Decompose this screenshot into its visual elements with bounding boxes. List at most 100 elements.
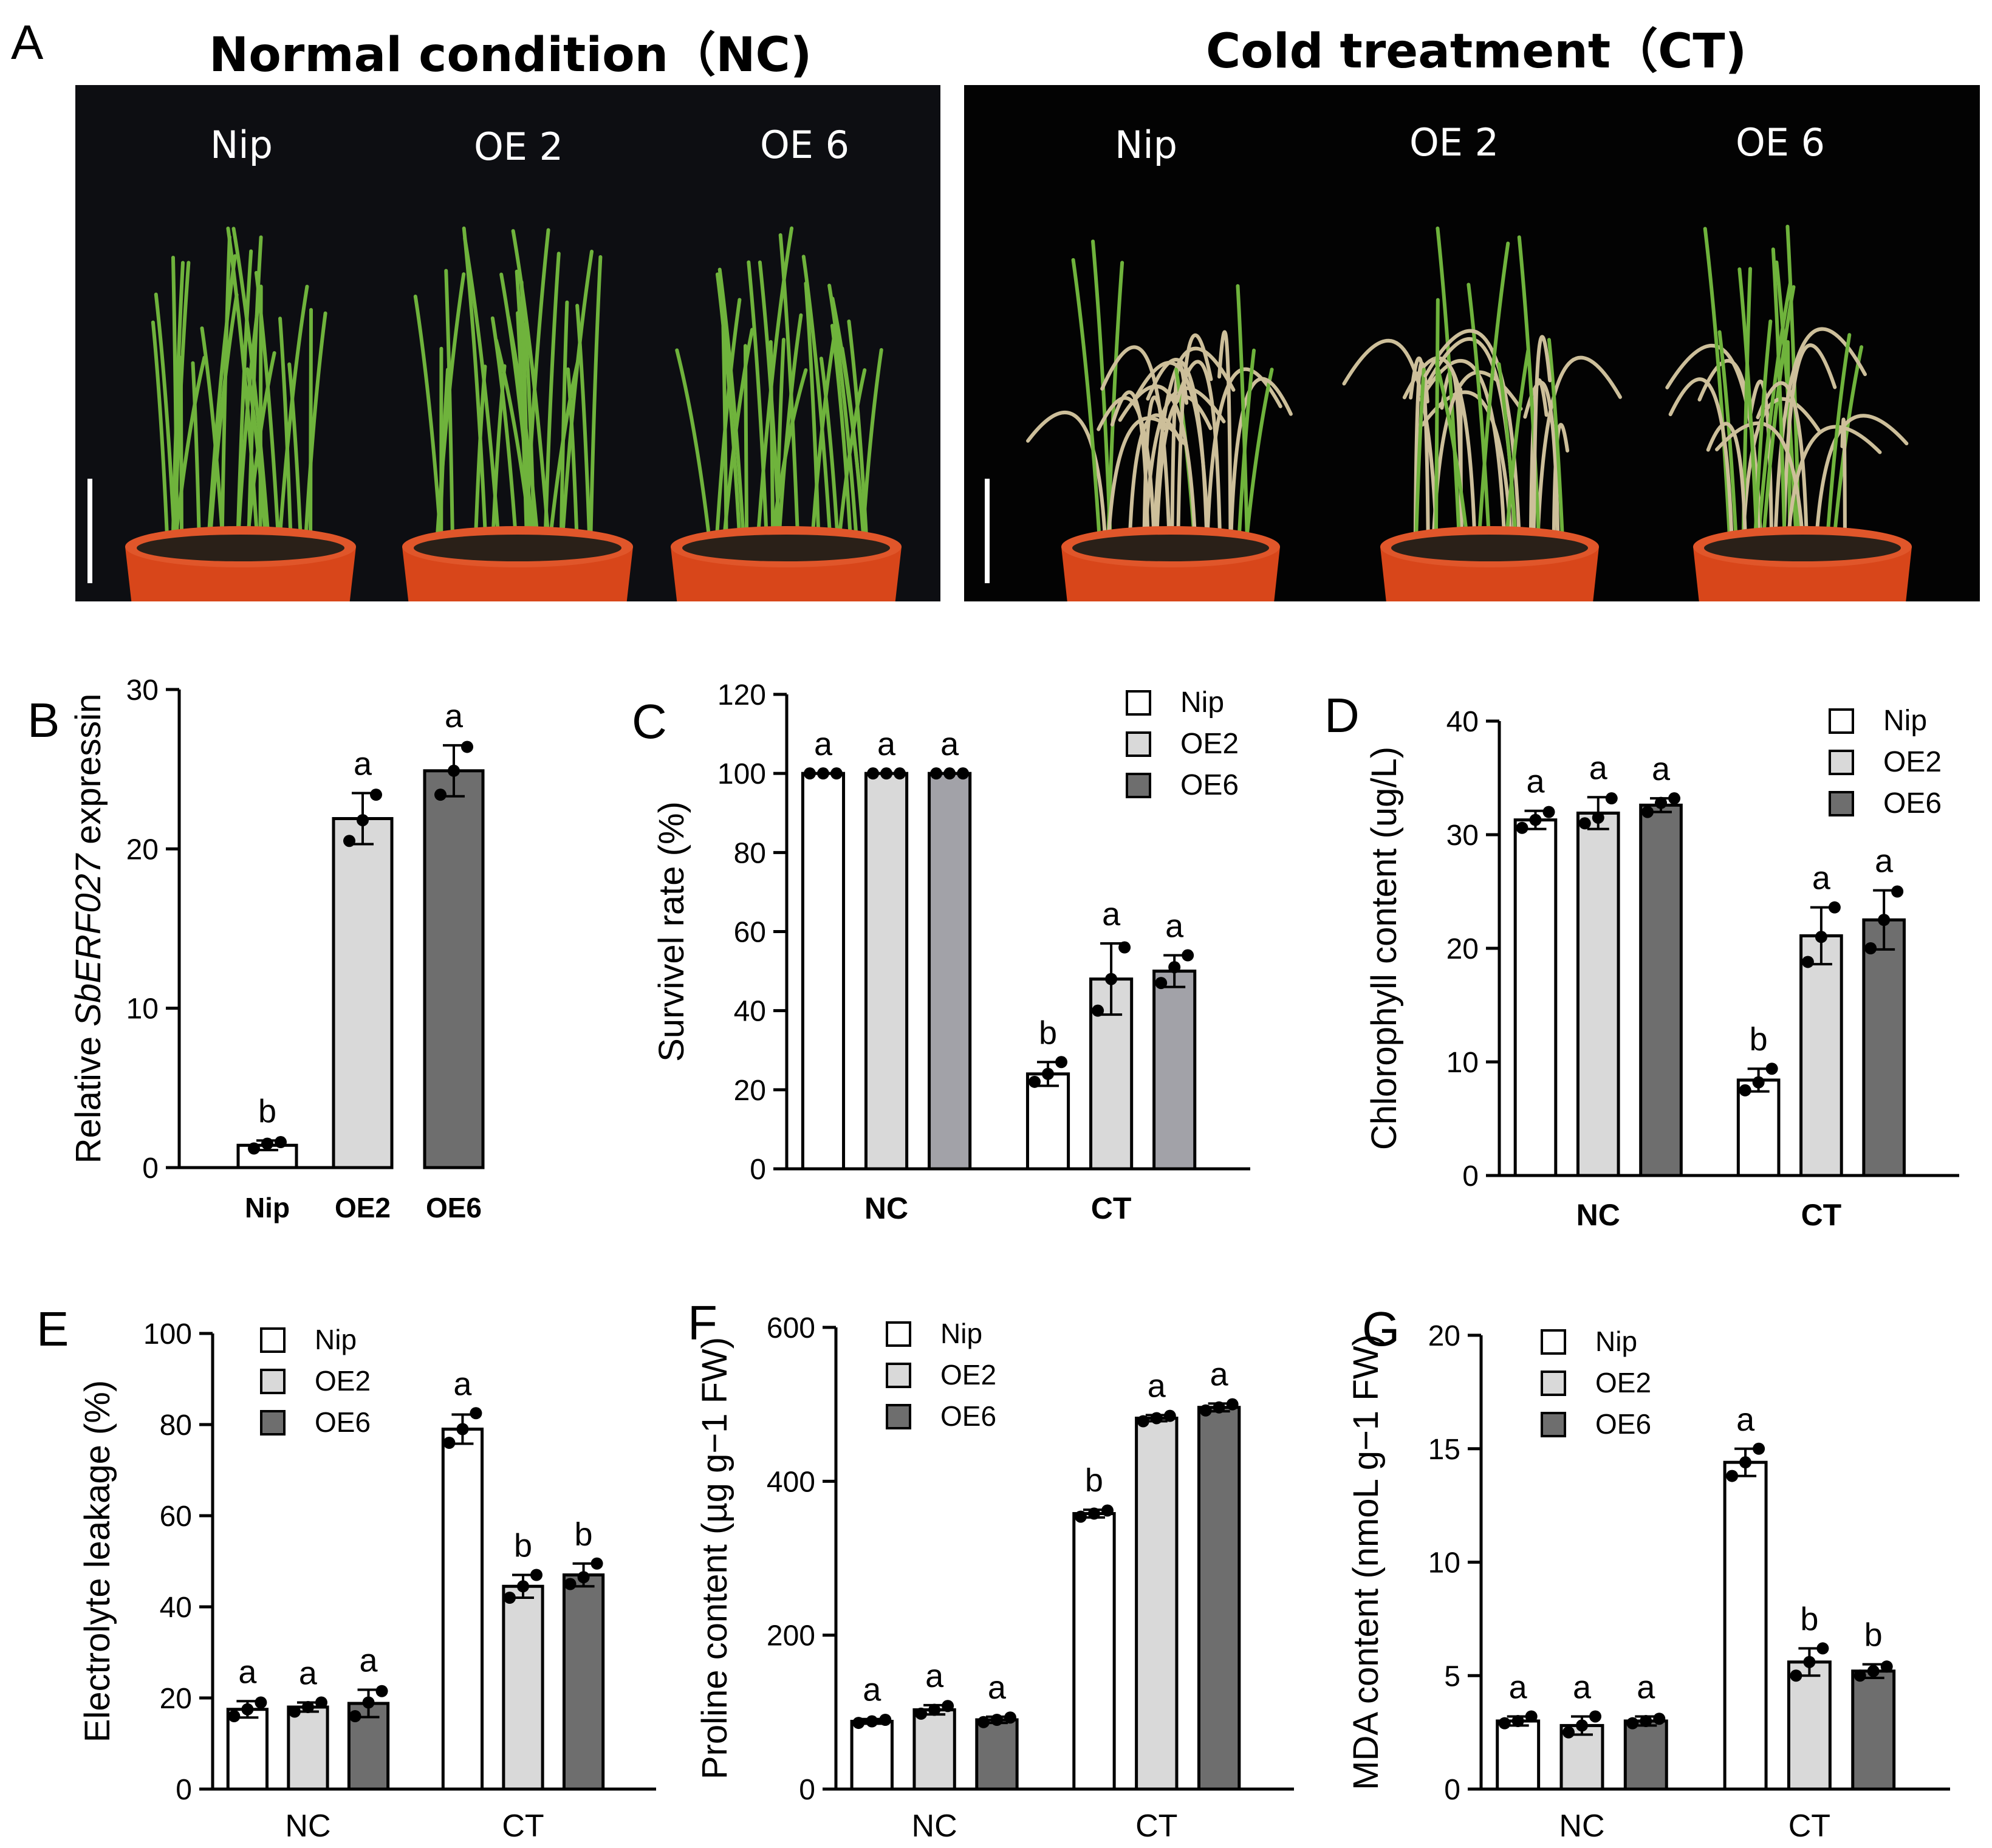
chart-e-data-point [288, 1705, 301, 1718]
ct-pot-soil [1072, 535, 1269, 561]
ct-leaf [1715, 421, 1805, 555]
chart-e-data-point [577, 1571, 590, 1584]
nc-leaf [559, 300, 569, 555]
chart-g-data-point [1653, 1713, 1666, 1725]
chart-c-data-point [1182, 949, 1194, 962]
chart-e-y-tick-label: 0 [176, 1774, 192, 1806]
chart-c-data-point [1029, 1075, 1041, 1088]
ct-pot-group-2 [1665, 224, 1912, 601]
ct-leaf [1217, 330, 1233, 555]
chart-f-y-tick-label: 400 [767, 1466, 815, 1498]
chart-c-y-tick-label: 0 [750, 1154, 766, 1186]
chart-d-bar [1576, 811, 1620, 1177]
nc-leaf [809, 333, 837, 555]
chart-f-legend-label: OE6 [940, 1400, 996, 1432]
chart-f: F 0 200 400 600 a a a NC b a a CT Proline content (µg… [688, 1296, 1294, 1844]
chart-c-sig-letter: a [1102, 896, 1121, 933]
chart-f-legend-swatch [886, 1363, 911, 1388]
nc-leaf [776, 313, 803, 555]
chart-e-data-point [443, 1437, 456, 1449]
chart-d-data-point [1668, 792, 1681, 805]
chart-e-data-point [517, 1580, 529, 1593]
chart-g-sig-letter: a [1573, 1669, 1592, 1705]
nc-leaf [413, 295, 444, 555]
chart-d-data-point [1828, 901, 1841, 914]
chart-f-bar [1072, 1512, 1116, 1791]
nc-leaf [278, 317, 293, 555]
nc-leaf [743, 344, 749, 555]
ct-leaf [1143, 386, 1226, 555]
chart-d-sig-letter: a [1652, 751, 1671, 787]
chart-f-sig-letter: a [925, 1658, 944, 1694]
chart-d-sig-letter: a [1812, 860, 1831, 897]
chart-d-sig-letter: a [1875, 843, 1894, 880]
chart-e-bar [502, 1584, 544, 1791]
ct-leaf [1420, 390, 1514, 555]
chart-c-x-tick-label: CT [1091, 1191, 1132, 1225]
chart-d-legend-swatch [1829, 750, 1854, 775]
chart-c-sig-letter: b [1039, 1015, 1057, 1051]
chart-b-x-tick-label: OE6 [426, 1192, 482, 1223]
ct-label-nip: Nip [1115, 123, 1177, 167]
chart-e-data-point [530, 1569, 542, 1581]
nc-leaf [827, 283, 860, 555]
chart-d-sig-letter: b [1750, 1021, 1768, 1058]
chart-e-legend-label: Nip [315, 1324, 357, 1355]
chart-c-data-point [1105, 973, 1118, 985]
chart-c-legend-label: OE6 [1180, 769, 1239, 801]
chart-f-data-point [915, 1707, 928, 1720]
chart-d-data-point [1578, 817, 1591, 830]
ct-leaf [1785, 425, 1882, 555]
chart-d-y-tick-label: 30 [1446, 820, 1479, 852]
ct-pot-group-0 [1025, 239, 1293, 601]
nc-leaf [494, 338, 535, 555]
nc-leaf [303, 311, 327, 555]
ct-leaf [1781, 343, 1837, 555]
chart-e-y-tick-label: 40 [160, 1592, 192, 1624]
chart-f-bar [1197, 1406, 1241, 1791]
ct-label-oe2: OE 2 [1409, 120, 1499, 165]
nc-leaf [191, 361, 202, 555]
chart-g-y-tick-label: 15 [1428, 1434, 1460, 1466]
chart-e-sig-letter: a [359, 1643, 378, 1679]
chart-c-data-point [1042, 1067, 1055, 1080]
ct-leaf [1517, 235, 1542, 555]
chart-f-bar [975, 1718, 1019, 1791]
chart-c-data-point [816, 767, 829, 780]
chart-e-data-point [564, 1578, 577, 1590]
chart-d-data-point [1592, 811, 1604, 824]
nc-leaf [819, 357, 841, 555]
chart-d-data-point [1864, 942, 1877, 954]
chart-f-panel-letter: F [688, 1296, 717, 1350]
chart-d-sig-letter: a [1526, 764, 1545, 800]
nc-leaf [490, 364, 507, 555]
ct-leaf [1106, 261, 1124, 555]
chart-f-y-tick-label: 200 [767, 1620, 815, 1652]
nc-leaf [207, 293, 239, 555]
chart-c-x-tick-label: NC [864, 1191, 908, 1225]
nc-leaf [675, 348, 713, 555]
chart-e-sig-letter: a [238, 1654, 257, 1690]
chart-g-y-tick-label: 0 [1444, 1774, 1460, 1806]
chart-b-y-axis-label-part: Relative [69, 1027, 108, 1164]
chart-c-data-point [1055, 1056, 1068, 1069]
chart-e-bar [287, 1705, 329, 1791]
ct-leaf [1717, 330, 1739, 555]
ct-leaf [1100, 345, 1172, 555]
chart-e-data-point [456, 1423, 469, 1436]
chart-d-sig-letter: a [1589, 750, 1608, 786]
chart-e-x-tick-label: NC [285, 1809, 330, 1844]
nc-leaf [287, 362, 303, 555]
nc-leaf [747, 260, 769, 555]
chart-d-legend-label: OE2 [1883, 746, 1942, 778]
chart-d-data-point [1878, 914, 1891, 926]
panel-a-letter: A [11, 15, 44, 69]
nc-leaf [473, 364, 487, 555]
ct-leaf [1236, 284, 1250, 555]
chart-c-sig-letter: a [940, 726, 959, 762]
chart-c-y-tick-label: 20 [734, 1075, 766, 1107]
chart-d-data-point [1891, 885, 1904, 898]
ct-leaf [1118, 384, 1198, 555]
chart-d-bar [1799, 934, 1843, 1177]
chart-f-data-point [1163, 1409, 1176, 1422]
